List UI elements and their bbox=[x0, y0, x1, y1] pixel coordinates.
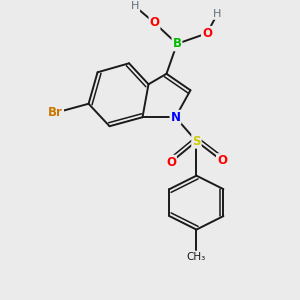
Text: H: H bbox=[131, 2, 139, 11]
Text: O: O bbox=[166, 156, 176, 169]
Text: B: B bbox=[172, 37, 182, 50]
Text: O: O bbox=[217, 154, 227, 167]
Text: Br: Br bbox=[48, 106, 63, 119]
Text: CH₃: CH₃ bbox=[187, 252, 206, 262]
Text: O: O bbox=[149, 16, 160, 29]
Text: H: H bbox=[213, 9, 222, 19]
Text: N: N bbox=[170, 111, 181, 124]
Text: S: S bbox=[192, 135, 201, 148]
Text: O: O bbox=[202, 27, 212, 40]
